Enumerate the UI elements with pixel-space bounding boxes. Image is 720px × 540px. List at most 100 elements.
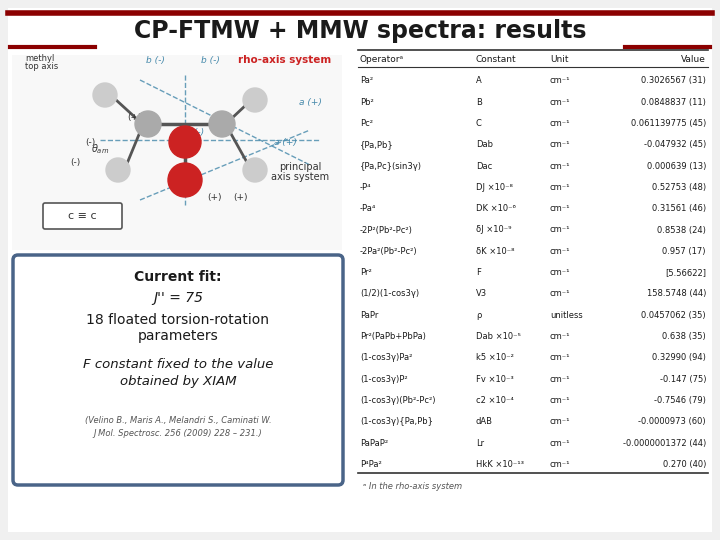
Text: a (+): a (+) — [299, 98, 321, 107]
Text: cm⁻¹: cm⁻¹ — [550, 375, 570, 384]
Text: -2P²(Pb²-Pc²): -2P²(Pb²-Pc²) — [360, 226, 413, 234]
Text: C: C — [476, 119, 482, 128]
Text: -0.7546 (79): -0.7546 (79) — [654, 396, 706, 405]
Text: cm⁻¹: cm⁻¹ — [550, 332, 570, 341]
Text: 158.5748 (44): 158.5748 (44) — [647, 289, 706, 299]
Text: cm⁻¹: cm⁻¹ — [550, 353, 570, 362]
Text: b (-): b (-) — [201, 56, 220, 65]
Text: {Pa,Pc}(sin3γ): {Pa,Pc}(sin3γ) — [360, 161, 422, 171]
Text: cm⁻¹: cm⁻¹ — [550, 119, 570, 128]
Circle shape — [243, 88, 267, 112]
Text: [5.56622]: [5.56622] — [665, 268, 706, 277]
Text: cm⁻¹: cm⁻¹ — [550, 289, 570, 299]
Text: V3: V3 — [476, 289, 487, 299]
Text: 0.000639 (13): 0.000639 (13) — [647, 161, 706, 171]
Text: dAB: dAB — [476, 417, 493, 427]
Text: (1/2)(1-cos3γ): (1/2)(1-cos3γ) — [360, 289, 419, 299]
Text: P⁴Pa²: P⁴Pa² — [360, 460, 382, 469]
Text: 0.52753 (48): 0.52753 (48) — [652, 183, 706, 192]
Text: Pb²: Pb² — [360, 98, 374, 106]
Text: (1-cos3γ)P²: (1-cos3γ)P² — [360, 375, 408, 384]
Text: DJ ×10⁻⁸: DJ ×10⁻⁸ — [476, 183, 513, 192]
Text: J'' = 75: J'' = 75 — [153, 291, 203, 305]
Text: δK ×10⁻⁸: δK ×10⁻⁸ — [476, 247, 515, 256]
Text: Dac: Dac — [476, 161, 492, 171]
Text: cm⁻¹: cm⁻¹ — [550, 98, 570, 106]
Text: c (-): c (-) — [186, 128, 204, 137]
Text: cm⁻¹: cm⁻¹ — [550, 460, 570, 469]
Text: 0.957 (17): 0.957 (17) — [662, 247, 706, 256]
Text: -2Pa²(Pb²-Pc²): -2Pa²(Pb²-Pc²) — [360, 247, 418, 256]
Text: Pr²: Pr² — [360, 268, 372, 277]
Text: cm⁻¹: cm⁻¹ — [550, 417, 570, 427]
Text: (-): (-) — [85, 138, 95, 147]
Text: -0.147 (75): -0.147 (75) — [660, 375, 706, 384]
Text: ᵃ In the rho-axis system: ᵃ In the rho-axis system — [363, 483, 462, 491]
Text: cm⁻¹: cm⁻¹ — [550, 76, 570, 85]
Text: methyl: methyl — [25, 54, 55, 63]
Text: cm⁻¹: cm⁻¹ — [550, 140, 570, 149]
Text: PaPaP²: PaPaP² — [360, 438, 388, 448]
Text: rho-axis system: rho-axis system — [238, 55, 332, 65]
Text: c ≡ c: c ≡ c — [68, 211, 96, 221]
Circle shape — [243, 158, 267, 182]
Circle shape — [135, 111, 161, 137]
Text: obtained by XIAM: obtained by XIAM — [120, 375, 236, 388]
Text: Pc²: Pc² — [360, 119, 373, 128]
Text: B: B — [476, 98, 482, 106]
Text: cm⁻¹: cm⁻¹ — [550, 204, 570, 213]
Text: $\theta_{am}$: $\theta_{am}$ — [91, 142, 109, 156]
Text: 0.8538 (24): 0.8538 (24) — [657, 226, 706, 234]
Text: DK ×10⁻⁶: DK ×10⁻⁶ — [476, 204, 516, 213]
Text: -0.0000001372 (44): -0.0000001372 (44) — [623, 438, 706, 448]
Text: F: F — [476, 268, 481, 277]
Text: δJ ×10⁻⁹: δJ ×10⁻⁹ — [476, 226, 511, 234]
Text: 18 floated torsion-rotation: 18 floated torsion-rotation — [86, 313, 269, 327]
Text: Operatorᵃ: Operatorᵃ — [360, 55, 404, 64]
Text: A: A — [476, 76, 482, 85]
Text: Pa²: Pa² — [360, 76, 373, 85]
Text: k5 ×10⁻²: k5 ×10⁻² — [476, 353, 514, 362]
Text: cm⁻¹: cm⁻¹ — [550, 183, 570, 192]
Text: PaPr: PaPr — [360, 310, 379, 320]
Text: 0.0457062 (35): 0.0457062 (35) — [642, 310, 706, 320]
Text: (+): (+) — [233, 193, 247, 202]
Text: cm⁻¹: cm⁻¹ — [550, 438, 570, 448]
Text: b (-): b (-) — [145, 56, 164, 65]
Text: 0.638 (35): 0.638 (35) — [662, 332, 706, 341]
Text: c2 ×10⁻⁴: c2 ×10⁻⁴ — [476, 396, 514, 405]
Text: -0.047932 (45): -0.047932 (45) — [644, 140, 706, 149]
Text: (1-cos3γ)(Pb²-Pc²): (1-cos3γ)(Pb²-Pc²) — [360, 396, 436, 405]
Text: 0.3026567 (31): 0.3026567 (31) — [641, 76, 706, 85]
Text: a (+): a (+) — [274, 138, 297, 147]
Text: top axis: top axis — [25, 62, 58, 71]
Text: Pr²(PaPb+PbPa): Pr²(PaPb+PbPa) — [360, 332, 426, 341]
Text: F constant fixed to the value: F constant fixed to the value — [83, 359, 273, 372]
Text: principal: principal — [279, 162, 321, 172]
Text: HkK ×10⁻¹³: HkK ×10⁻¹³ — [476, 460, 524, 469]
FancyBboxPatch shape — [43, 203, 122, 229]
Text: (-): (-) — [70, 158, 80, 167]
Text: cm⁻¹: cm⁻¹ — [550, 161, 570, 171]
Circle shape — [169, 126, 201, 158]
Text: CP-FTMW + MMW spectra: results: CP-FTMW + MMW spectra: results — [134, 19, 586, 43]
Text: Constant: Constant — [476, 55, 517, 64]
Text: Value: Value — [681, 55, 706, 64]
Text: Current fit:: Current fit: — [134, 270, 222, 284]
Text: 0.31561 (46): 0.31561 (46) — [652, 204, 706, 213]
Text: cm⁻¹: cm⁻¹ — [550, 268, 570, 277]
Text: -P⁴: -P⁴ — [360, 183, 372, 192]
Text: -0.0000973 (60): -0.0000973 (60) — [639, 417, 706, 427]
Bar — [12, 55, 342, 250]
Text: (+): (+) — [127, 113, 143, 122]
Text: cm⁻¹: cm⁻¹ — [550, 226, 570, 234]
Text: (+): (+) — [208, 193, 222, 202]
Circle shape — [106, 158, 130, 182]
Text: -Pa⁴: -Pa⁴ — [360, 204, 377, 213]
Text: Lr: Lr — [476, 438, 484, 448]
Text: 0.061139775 (45): 0.061139775 (45) — [631, 119, 706, 128]
Text: ρ: ρ — [476, 310, 482, 320]
Text: (1-cos3γ)Pa²: (1-cos3γ)Pa² — [360, 353, 413, 362]
Text: unitless: unitless — [550, 310, 582, 320]
Text: Unit: Unit — [550, 55, 569, 64]
